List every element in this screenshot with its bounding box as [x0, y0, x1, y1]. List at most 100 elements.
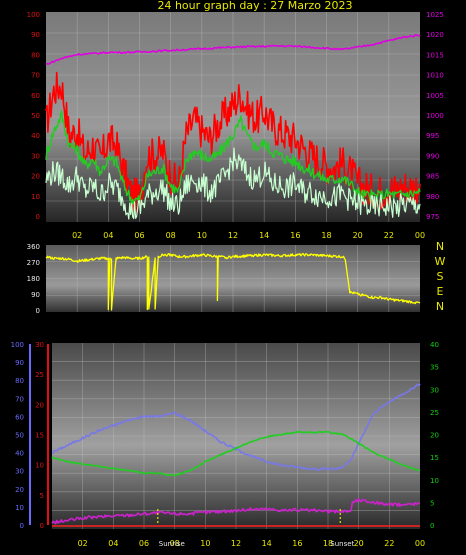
left-tick-label: 90	[31, 31, 40, 39]
left-tick-label: 50	[31, 112, 40, 120]
right-tick-label: 990	[426, 152, 439, 160]
series-dewpoint	[51, 498, 421, 525]
right-tick-label: 1025	[426, 11, 444, 19]
sun-label: Sunset	[330, 540, 354, 548]
pressure-axis: 975 980 985 990 995 1000 1005 1010 1015 1020 1025	[426, 11, 444, 221]
humidity-axis: 0 10 20 30 40 50 60 70 80 90 100	[11, 341, 31, 530]
x-tick-label: 00	[415, 539, 425, 548]
x-tick-label: 22	[384, 231, 394, 240]
x-tick-label: 20	[353, 231, 363, 240]
humidity-tick-label: 80	[15, 377, 24, 385]
humidity-tick-label: 40	[15, 450, 24, 458]
humidity-tick-label: 50	[15, 432, 24, 440]
right-tick-label: 995	[426, 132, 439, 140]
right-tick-label: 1015	[426, 51, 444, 59]
left-tick-label: 30	[31, 152, 40, 160]
compass-label: E	[437, 285, 444, 298]
dewpoint-tick-label: 10	[35, 462, 44, 470]
chart-title: 24 hour graph day : 27 Marzo 2023	[157, 0, 352, 12]
temperature-tick-label: 0	[430, 522, 434, 530]
x-tick-label: 02	[78, 539, 88, 548]
dewpoint-tick-label: 5	[40, 492, 44, 500]
wind-pressure-series	[45, 34, 421, 220]
x-tick-label: 12	[231, 539, 241, 548]
x-tick-label: 10	[200, 539, 210, 548]
x-tick-label: 08	[170, 539, 180, 548]
x-tick-label: 08	[166, 231, 176, 240]
temperature-tick-label: 5	[430, 499, 434, 507]
humidity-tick-label: 90	[15, 359, 24, 367]
temp-humidity-x-axis: 02 04 06 08 10 12 14 16 18 20 22 00	[78, 539, 426, 548]
right-tick-label: 1010	[426, 72, 444, 80]
right-tick-label: 980	[426, 193, 439, 201]
x-tick-label: 20	[354, 539, 364, 548]
temperature-tick-label: 30	[430, 386, 439, 394]
sun-label: Sunrise	[159, 540, 185, 548]
temperature-tick-label: 10	[430, 477, 439, 485]
direction-tick-label: 270	[27, 259, 40, 267]
left-tick-label: 0	[36, 213, 40, 221]
left-tick-label: 20	[31, 173, 40, 181]
right-tick-label: 1020	[426, 31, 444, 39]
series-avg	[45, 110, 421, 207]
wind-speed-axis: 0 10 20 30 40 50 60 70 80 90 100	[27, 11, 40, 221]
right-tick-label: 975	[426, 213, 439, 221]
wind-pressure-x-axis: 02 04 06 08 10 12 14 16 18 20 22 00	[72, 231, 425, 240]
humidity-tick-label: 100	[11, 341, 24, 349]
temperature-tick-label: 35	[430, 364, 439, 372]
compass-label: N	[436, 240, 444, 253]
x-tick-label: 14	[259, 231, 269, 240]
humidity-tick-label: 30	[15, 468, 24, 476]
series-temperature	[51, 430, 421, 477]
temperature-tick-label: 40	[430, 341, 439, 349]
dewpoint-tick-label: 30	[35, 341, 44, 349]
x-tick-label: 18	[323, 539, 333, 548]
direction-tick-label: 90	[31, 291, 40, 299]
humidity-tick-label: 60	[15, 413, 24, 421]
series-gust	[45, 71, 421, 214]
x-tick-label: 04	[103, 231, 113, 240]
humidity-tick-label: 20	[15, 486, 24, 494]
humidity-tick-label: 10	[15, 504, 24, 512]
direction-axis: 0 90 180 270 360	[27, 243, 40, 315]
left-tick-label: 40	[31, 132, 40, 140]
x-tick-label: 02	[72, 231, 82, 240]
x-tick-label: 12	[228, 231, 238, 240]
x-tick-label: 04	[108, 539, 118, 548]
temperature-tick-label: 15	[430, 454, 439, 462]
dewpoint-tick-label: 0	[40, 522, 44, 530]
series-pressure	[45, 34, 421, 66]
temperature-axis: 0 5 10 15 20 25 30 35 40	[430, 341, 439, 530]
right-tick-label: 1005	[426, 92, 444, 100]
wind-direction-series	[45, 252, 421, 311]
sun-markers: Sunrise Sunset	[157, 509, 355, 548]
temp-humidity-grid	[52, 343, 420, 529]
direction-tick-label: 180	[27, 275, 40, 283]
left-tick-label: 70	[31, 72, 40, 80]
direction-tick-label: 360	[27, 243, 40, 251]
x-tick-label: 16	[290, 231, 300, 240]
temperature-tick-label: 20	[430, 432, 439, 440]
left-tick-label: 60	[31, 92, 40, 100]
left-tick-label: 80	[31, 51, 40, 59]
series-speed	[45, 147, 421, 220]
series-direction	[45, 252, 421, 311]
dewpoint-tick-label: 25	[35, 371, 44, 379]
right-tick-label: 985	[426, 173, 439, 181]
compass-label: W	[435, 255, 446, 268]
compass-label: S	[437, 270, 444, 283]
direction-tick-label: 0	[36, 307, 40, 315]
temp-humidity-series	[51, 383, 421, 527]
compass-label: N	[436, 300, 444, 313]
humidity-tick-label: 70	[15, 395, 24, 403]
right-tick-label: 1000	[426, 112, 444, 120]
x-tick-label: 06	[134, 231, 144, 240]
left-tick-label: 10	[31, 193, 40, 201]
humidity-tick-label: 0	[20, 522, 24, 530]
x-tick-label: 06	[139, 539, 149, 548]
x-tick-label: 10	[197, 231, 207, 240]
x-tick-label: 22	[384, 539, 394, 548]
